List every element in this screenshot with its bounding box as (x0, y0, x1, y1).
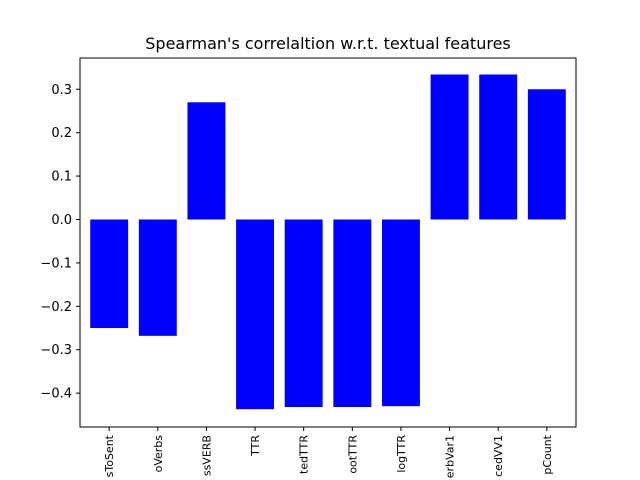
bar-TTR (236, 219, 275, 410)
x-tick-label-ssVERB: ssVERB (200, 435, 213, 476)
y-tick-label: −0.1 (40, 256, 72, 271)
y-tick-label: 0.2 (51, 126, 72, 141)
bar-cedVV1 (479, 74, 518, 220)
x-tick-label-tedTTR: tedTTR (298, 435, 311, 474)
y-tick-label: 0.0 (51, 213, 72, 228)
bar-erbVar1 (430, 74, 469, 220)
y-tick-label: −0.3 (40, 343, 72, 358)
bar-oVerbs (138, 219, 177, 336)
y-tick-label: 0.3 (51, 83, 72, 98)
bar-ootTTR (333, 219, 372, 408)
chart-title: Spearman's correlaltion w.r.t. textual f… (145, 34, 511, 53)
x-tick-label-cedVV1: cedVV1 (492, 435, 505, 477)
x-tick-label-erbVar1: erbVar1 (444, 435, 457, 478)
bar-logTTR (381, 219, 420, 407)
bar-tedTTR (284, 219, 323, 408)
y-tick-label: −0.4 (40, 387, 72, 402)
y-tick-label: 0.1 (51, 170, 72, 185)
plot-area: −0.4 −0.3 −0.2 −0.1 0.0 0.1 0.2 0.3 sToSent oVerb… (40, 57, 577, 478)
x-tick-label-TTR: TTR (249, 435, 262, 457)
x-tick-label-logTTR: logTTR (395, 435, 408, 473)
bar-pCount (527, 89, 566, 220)
x-tick-label-ootTTR: ootTTR (346, 435, 359, 474)
axes-frame (79, 57, 577, 428)
x-tick-label-oVerbs: oVerbs (152, 435, 165, 473)
x-tick-label-pCount: pCount (541, 434, 554, 474)
x-tick-label-sToSent: sToSent (103, 434, 116, 477)
y-tick-label: −0.2 (40, 300, 72, 315)
bar-sToSent (90, 219, 129, 329)
bar-ssVERB (187, 102, 226, 220)
